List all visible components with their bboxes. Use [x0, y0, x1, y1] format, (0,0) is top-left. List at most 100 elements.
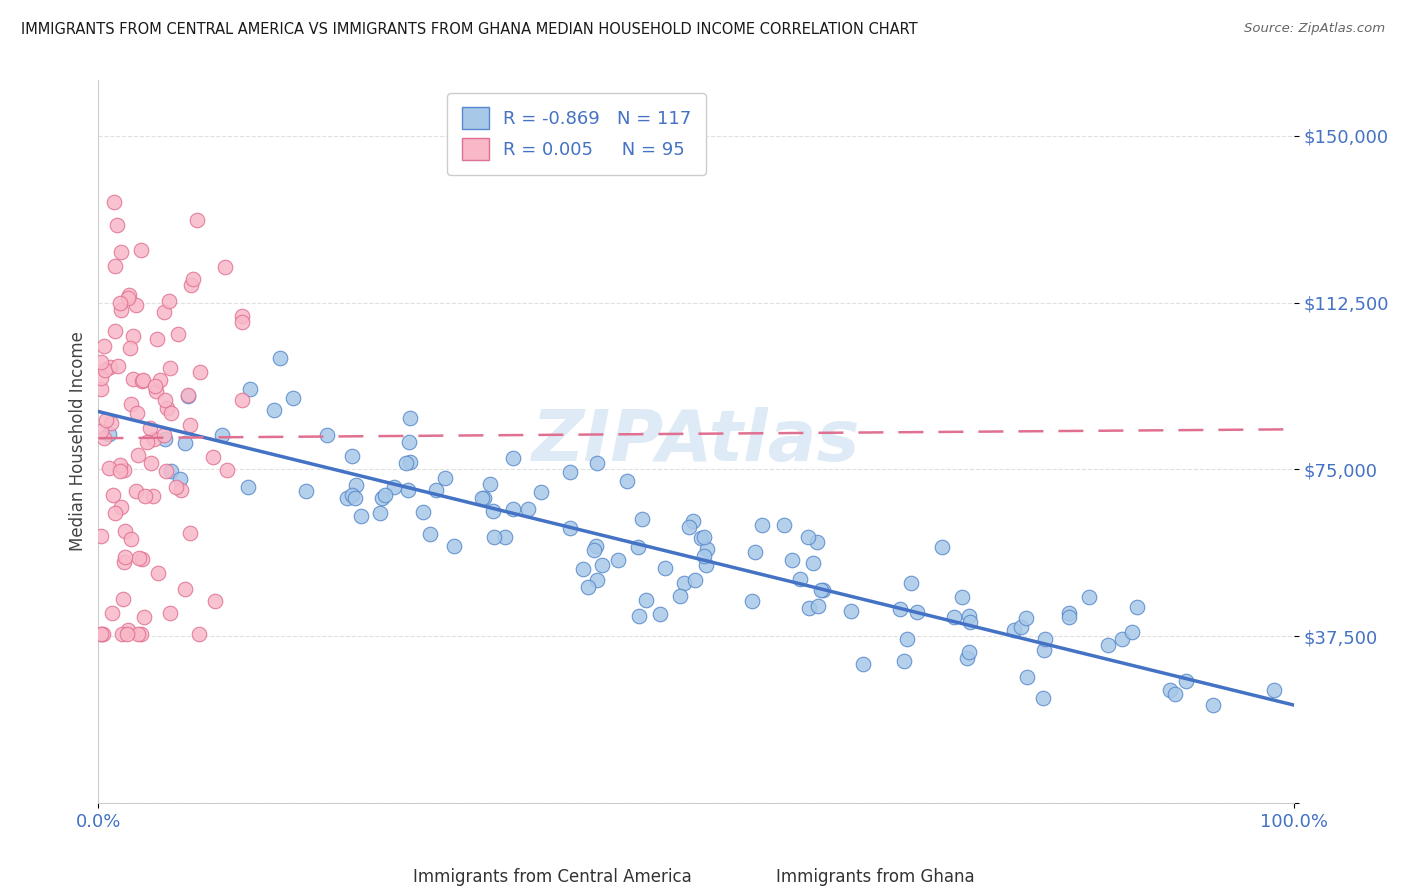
Point	[153, 432, 176, 446]
Point	[560, 521, 582, 535]
Point	[114, 524, 136, 538]
Point	[108, 464, 131, 478]
Point	[174, 436, 197, 450]
Point	[950, 591, 973, 605]
Point	[236, 479, 259, 493]
Point	[374, 488, 396, 502]
Point	[371, 491, 394, 505]
Point	[470, 491, 492, 505]
Point	[117, 627, 139, 641]
Point	[806, 534, 828, 549]
Point	[239, 382, 262, 396]
Point	[110, 244, 132, 259]
Point	[173, 582, 195, 596]
Point	[673, 576, 696, 591]
Point	[156, 401, 179, 415]
Point	[110, 458, 132, 472]
Point	[94, 413, 117, 427]
Point	[682, 514, 704, 528]
Point	[120, 533, 142, 547]
Point	[125, 406, 148, 420]
Point	[896, 632, 918, 646]
Point	[678, 520, 700, 534]
Point	[231, 315, 253, 329]
Point	[583, 542, 606, 557]
Point	[90, 627, 112, 641]
Point	[395, 456, 418, 470]
Text: Immigrants from Ghana: Immigrants from Ghana	[776, 868, 974, 886]
Point	[350, 508, 373, 523]
Point	[370, 507, 392, 521]
Y-axis label: Median Household Income: Median Household Income	[69, 332, 87, 551]
Point	[900, 576, 922, 591]
Point	[839, 604, 862, 618]
Point	[472, 491, 495, 505]
Point	[142, 489, 165, 503]
Point	[110, 500, 132, 514]
Point	[160, 406, 183, 420]
Point	[585, 573, 607, 587]
Point	[576, 580, 599, 594]
Point	[943, 609, 966, 624]
Point	[90, 425, 112, 439]
Point	[398, 434, 420, 449]
Point	[165, 480, 187, 494]
Point	[112, 555, 135, 569]
Point	[97, 460, 120, 475]
Point	[1033, 643, 1056, 657]
Point	[560, 465, 582, 479]
Point	[479, 476, 502, 491]
Point	[93, 339, 115, 353]
Point	[780, 553, 803, 567]
Point	[893, 654, 915, 668]
Point	[1002, 624, 1025, 638]
Point	[127, 448, 149, 462]
Point	[696, 542, 718, 557]
Point	[634, 592, 657, 607]
Point	[433, 471, 456, 485]
Point	[344, 478, 367, 492]
Point	[607, 552, 630, 566]
Point	[146, 332, 169, 346]
Point	[631, 512, 654, 526]
Point	[100, 417, 122, 431]
Text: ZIPAtlas: ZIPAtlas	[531, 407, 860, 476]
Point	[134, 489, 156, 503]
Point	[155, 464, 177, 478]
Point	[93, 431, 115, 445]
Point	[797, 600, 820, 615]
Point	[142, 433, 165, 447]
Point	[744, 545, 766, 559]
Point	[502, 501, 524, 516]
Point	[852, 657, 875, 671]
Point	[103, 488, 125, 502]
Point	[1097, 638, 1119, 652]
Point	[425, 483, 447, 497]
Point	[98, 427, 121, 442]
Bar	[404, 848, 425, 871]
Point	[98, 359, 121, 374]
Text: Source: ZipAtlas.com: Source: ZipAtlas.com	[1244, 22, 1385, 36]
Point	[1263, 682, 1285, 697]
Point	[107, 359, 129, 374]
Point	[585, 539, 607, 553]
Point	[482, 530, 505, 544]
Point	[129, 243, 152, 257]
Point	[90, 529, 112, 543]
Point	[654, 561, 676, 575]
Point	[131, 627, 153, 641]
Point	[396, 483, 419, 497]
Point	[957, 645, 980, 659]
Point	[179, 526, 201, 541]
Point	[122, 329, 145, 343]
Point	[741, 593, 763, 607]
Point	[117, 291, 139, 305]
Point	[159, 360, 181, 375]
Point	[179, 418, 201, 433]
Point	[180, 277, 202, 292]
Point	[959, 615, 981, 629]
Point	[807, 599, 830, 614]
Point	[138, 420, 160, 434]
Point	[1033, 632, 1056, 646]
Point	[114, 549, 136, 564]
